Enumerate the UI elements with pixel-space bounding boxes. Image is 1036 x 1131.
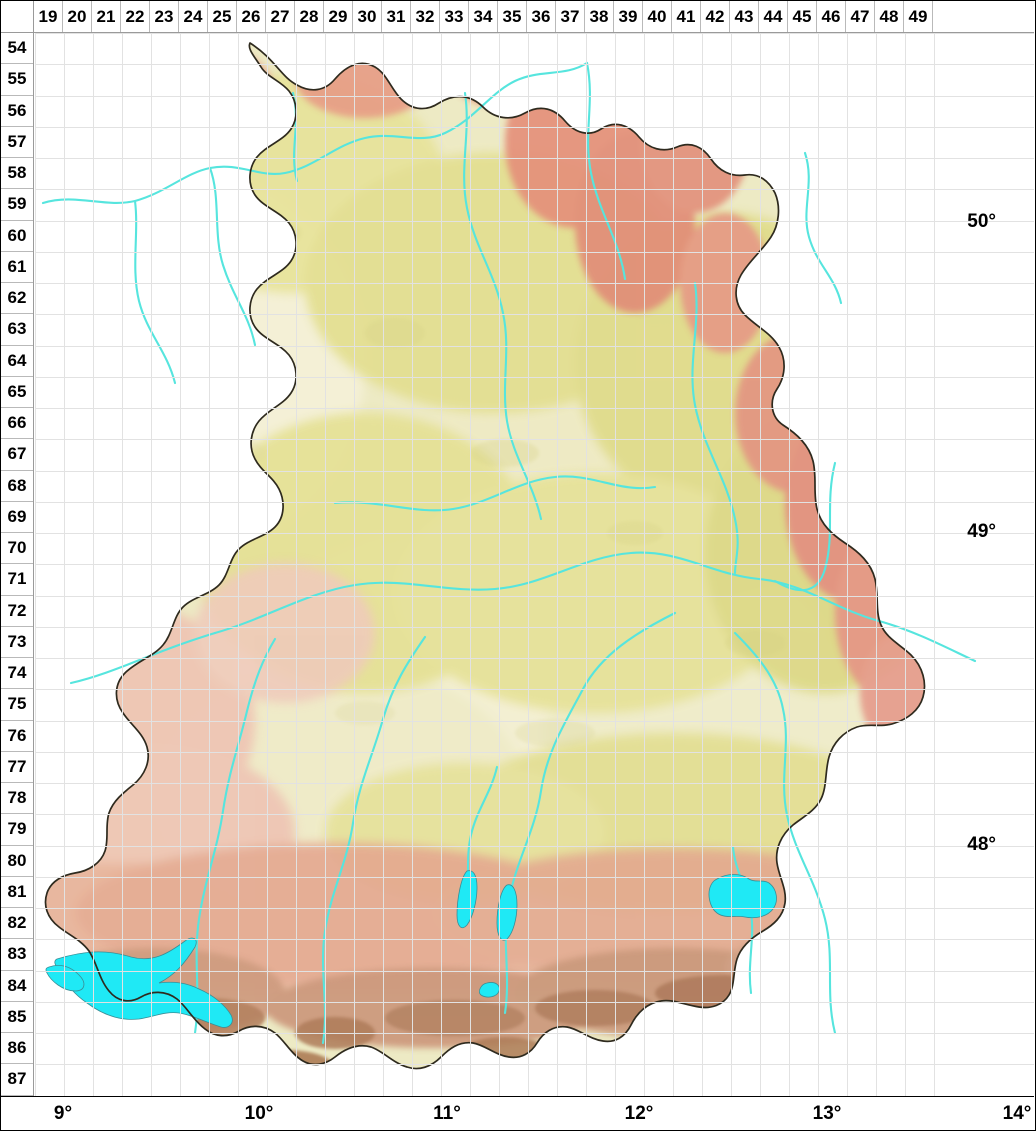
longitude-label-2: 11° <box>433 1103 461 1124</box>
row-header-81: 81 <box>1 876 33 908</box>
longitude-label-5: 14° <box>1002 1103 1032 1124</box>
row-header-56: 56 <box>1 95 33 127</box>
column-header-35: 35 <box>498 1 527 32</box>
relief-map-graphic <box>35 33 1034 1096</box>
row-header-76: 76 <box>1 720 33 752</box>
row-header-78: 78 <box>1 783 33 815</box>
column-header-27: 27 <box>266 1 295 32</box>
row-header-57: 57 <box>1 126 33 158</box>
row-header-66: 66 <box>1 408 33 440</box>
column-header-33: 33 <box>440 1 469 32</box>
lakes-layer <box>45 870 777 1028</box>
row-header-74: 74 <box>1 658 33 690</box>
row-header-79: 79 <box>1 814 33 846</box>
row-header-83: 83 <box>1 939 33 971</box>
grid-container: 19 20 21 22 23 24 25 26 27 28 29 30 31 32 33 34 35 36 37 38… <box>1 1 1034 1096</box>
row-header-72: 72 <box>1 595 33 627</box>
column-header-44: 44 <box>759 1 788 32</box>
column-header-46: 46 <box>817 1 846 32</box>
row-header-62: 62 <box>1 283 33 315</box>
row-header-63: 63 <box>1 314 33 346</box>
column-header-45: 45 <box>788 1 817 32</box>
row-header-54: 54 <box>1 33 33 65</box>
row-header-86: 86 <box>1 1033 33 1065</box>
row-header-85: 85 <box>1 1001 33 1033</box>
column-header-28: 28 <box>295 1 324 32</box>
column-header-37: 37 <box>556 1 585 32</box>
column-header-43: 43 <box>730 1 759 32</box>
row-header-59: 59 <box>1 189 33 221</box>
column-header-38: 38 <box>585 1 614 32</box>
longitude-label-3: 12° <box>624 1103 654 1124</box>
row-header-84: 84 <box>1 970 33 1002</box>
row-header-65: 65 <box>1 376 33 408</box>
column-header-42: 42 <box>701 1 730 32</box>
column-header-31: 31 <box>382 1 411 32</box>
longitude-label-4: 13° <box>812 1103 842 1124</box>
row-header-87: 87 <box>1 1064 33 1096</box>
bavaria-border <box>44 42 926 1070</box>
column-header-22: 22 <box>121 1 150 32</box>
row-header-67: 67 <box>1 439 33 471</box>
column-header-40: 40 <box>643 1 672 32</box>
row-header-60: 60 <box>1 220 33 252</box>
lake-bodensee <box>54 937 233 1028</box>
column-header-19: 19 <box>34 1 63 32</box>
row-header-69: 69 <box>1 501 33 533</box>
longitude-label-1: 10° <box>244 1103 274 1124</box>
latitude-label-1: 49° <box>967 521 996 542</box>
row-header-80: 80 <box>1 845 33 877</box>
column-header-32: 32 <box>411 1 440 32</box>
graticule-layer <box>35 33 1034 1096</box>
row-header-70: 70 <box>1 533 33 565</box>
column-header-39: 39 <box>614 1 643 32</box>
row-header-68: 68 <box>1 470 33 502</box>
column-header-48: 48 <box>875 1 904 32</box>
row-header-58: 58 <box>1 158 33 190</box>
row-header-77: 77 <box>1 751 33 783</box>
row-header-55: 55 <box>1 64 33 96</box>
lake-walchensee <box>479 982 500 998</box>
column-header-29: 29 <box>324 1 353 32</box>
column-header-34: 34 <box>469 1 498 32</box>
grid-corner-cell <box>1 1 34 32</box>
column-header-24: 24 <box>179 1 208 32</box>
column-header-20: 20 <box>63 1 92 32</box>
column-header-41: 41 <box>672 1 701 32</box>
column-header-47: 47 <box>846 1 875 32</box>
row-header-75: 75 <box>1 689 33 721</box>
longitude-axis: 9° 10° 11° 12° 13° 14° <box>1 1096 1034 1130</box>
column-header-row: 19 20 21 22 23 24 25 26 27 28 29 30 31 32 33 34 35 36 37 38… <box>1 1 1034 33</box>
latitude-label-0: 50° <box>967 211 996 232</box>
column-header-25: 25 <box>208 1 237 32</box>
column-header-23: 23 <box>150 1 179 32</box>
column-header-49: 49 <box>904 1 933 32</box>
column-header-30: 30 <box>353 1 382 32</box>
longitude-label-0: 9° <box>53 1103 73 1124</box>
row-header-82: 82 <box>1 908 33 940</box>
row-header-71: 71 <box>1 564 33 596</box>
column-header-26: 26 <box>237 1 266 32</box>
latitude-label-2: 48° <box>967 834 996 855</box>
row-header-73: 73 <box>1 626 33 658</box>
column-header-21: 21 <box>92 1 121 32</box>
lake-ammersee <box>456 870 478 929</box>
row-header-61: 61 <box>1 251 33 283</box>
row-header-column: 54 55 56 57 58 59 60 61 62 63 64 65 66 67 68 69 70 71 72 73… <box>1 33 34 1096</box>
map-plot-area <box>35 33 1034 1096</box>
column-header-36: 36 <box>527 1 556 32</box>
row-header-64: 64 <box>1 345 33 377</box>
